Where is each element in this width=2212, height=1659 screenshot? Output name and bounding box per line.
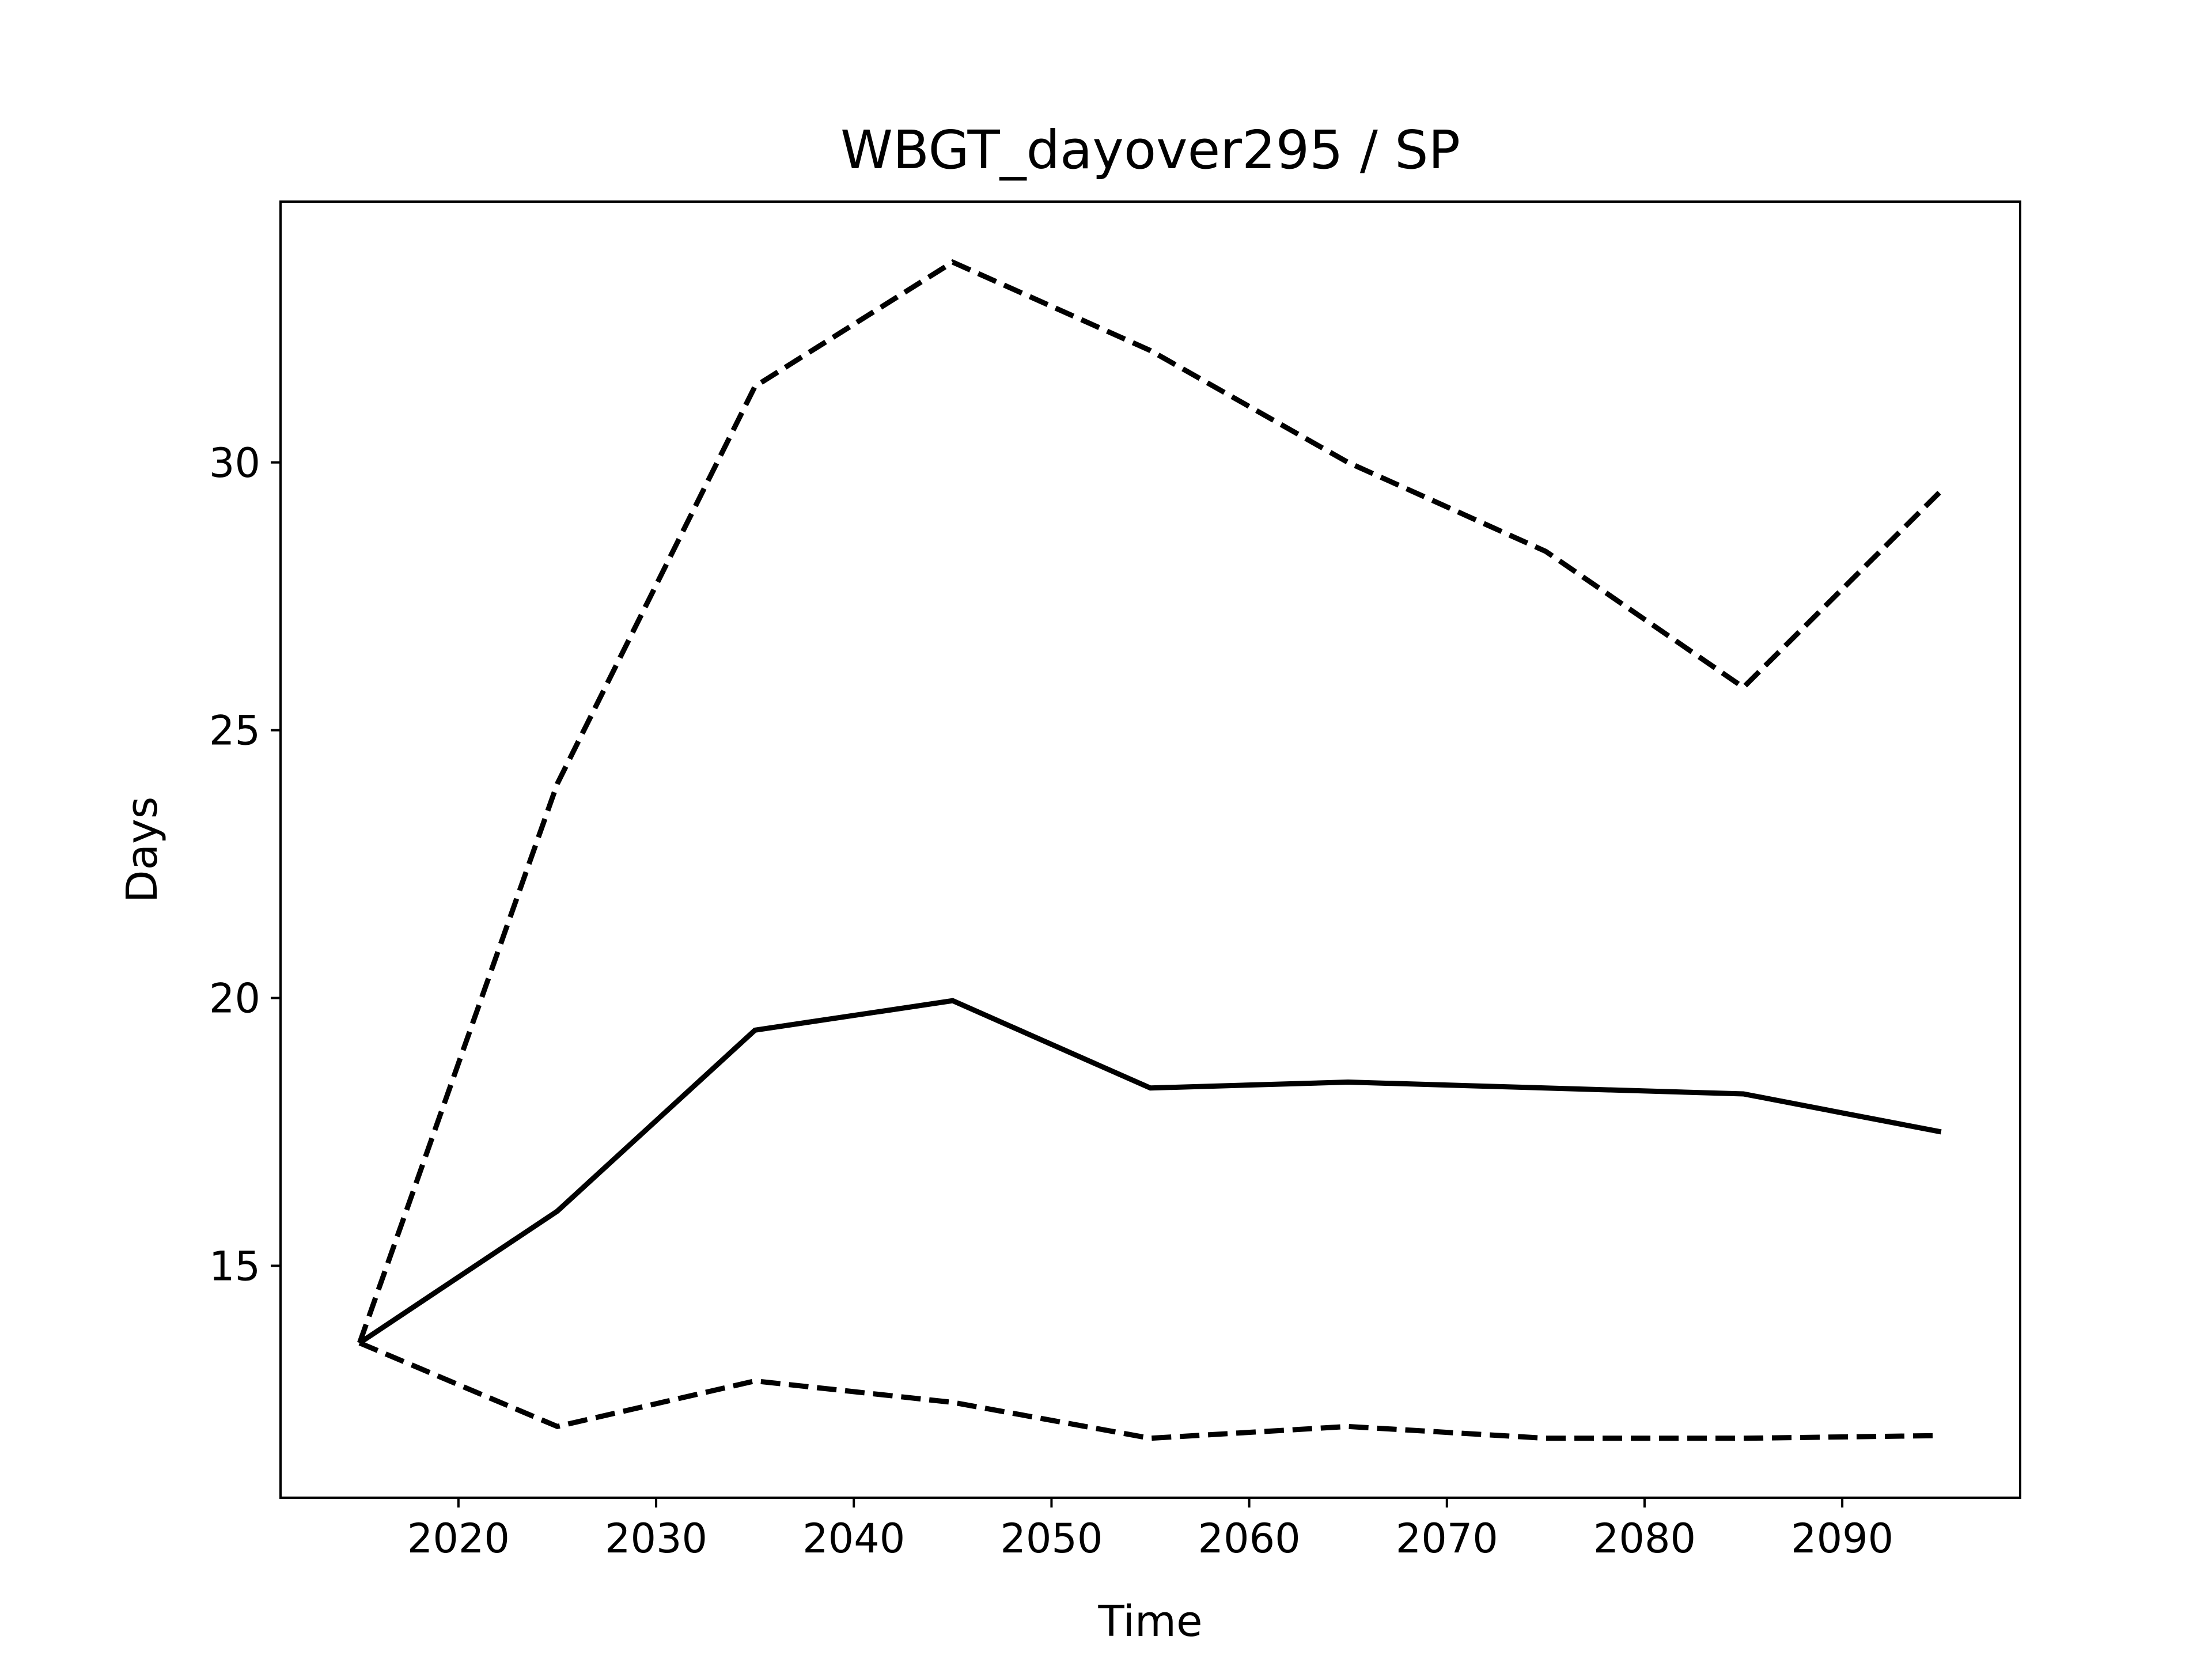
x-tick-label: 2050 [1000,1515,1103,1562]
y-tick-label: 25 [209,707,260,755]
y-axis-label: Days [118,797,167,903]
x-tick-label: 2090 [1791,1515,1893,1562]
data-line [358,1340,1941,1441]
y-tick-label: 15 [209,1243,260,1290]
y-tick-label: 30 [209,440,260,487]
x-tick-label: 2040 [802,1515,905,1562]
y-tick-label: 20 [209,975,260,1022]
chart-title: WBGT_dayover295 / SP [840,119,1460,181]
data-line [357,259,1943,1344]
x-axis-label: Time [1097,1597,1202,1646]
x-tick-label: 2070 [1396,1515,1498,1562]
x-tick-label: 2080 [1593,1515,1696,1562]
plot-frame [279,200,2021,1499]
x-tick-label: 2060 [1198,1515,1301,1562]
x-tick-label: 2020 [407,1515,510,1562]
data-line [358,998,1942,1346]
x-tick-label: 2030 [605,1515,707,1562]
